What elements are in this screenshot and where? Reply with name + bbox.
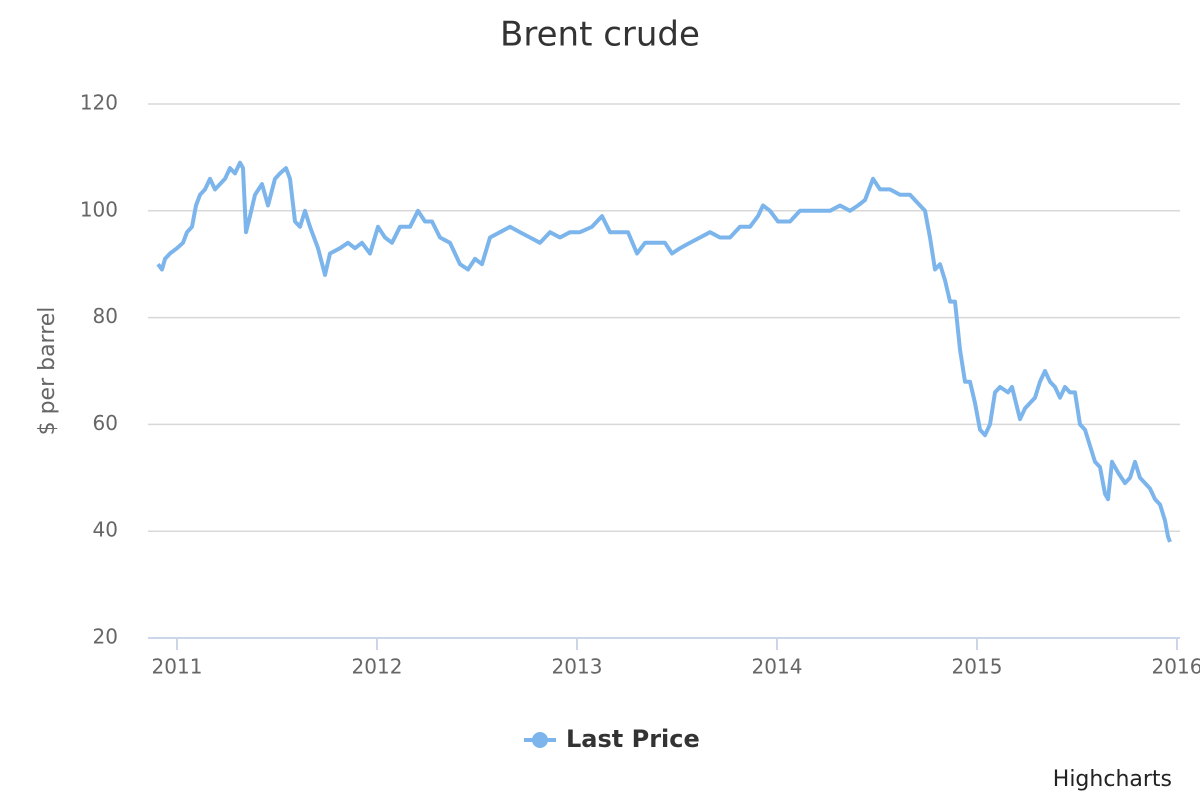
legend-label[interactable]: Last Price bbox=[566, 725, 700, 753]
x-tick-label: 2011 bbox=[152, 655, 203, 679]
y-tick-label: 60 bbox=[93, 411, 118, 435]
credits[interactable]: Highcharts bbox=[1053, 767, 1172, 792]
price-line bbox=[156, 160, 1172, 543]
x-tick-label: 2015 bbox=[952, 655, 1003, 679]
x-tick-label: 2014 bbox=[752, 655, 803, 679]
y-tick-label: 120 bbox=[80, 91, 118, 115]
y-tick-label: 80 bbox=[93, 304, 118, 328]
x-tick-label: 2016 bbox=[1152, 655, 1200, 679]
y-tick-label: 20 bbox=[93, 625, 118, 649]
y-tick-label: 100 bbox=[80, 197, 118, 221]
legend-symbol bbox=[532, 732, 548, 748]
y-tick-label: 40 bbox=[93, 518, 118, 542]
x-tick-label: 2012 bbox=[352, 655, 403, 679]
y-axis-title: $ per barrel bbox=[35, 307, 60, 436]
chart-title: Brent crude bbox=[500, 15, 700, 55]
x-tick-label: 2013 bbox=[552, 655, 603, 679]
